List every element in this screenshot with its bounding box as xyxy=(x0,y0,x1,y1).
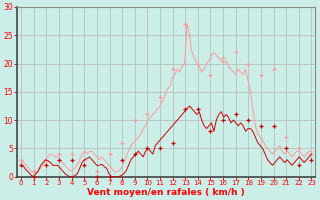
X-axis label: Vent moyen/en rafales ( km/h ): Vent moyen/en rafales ( km/h ) xyxy=(87,188,245,197)
